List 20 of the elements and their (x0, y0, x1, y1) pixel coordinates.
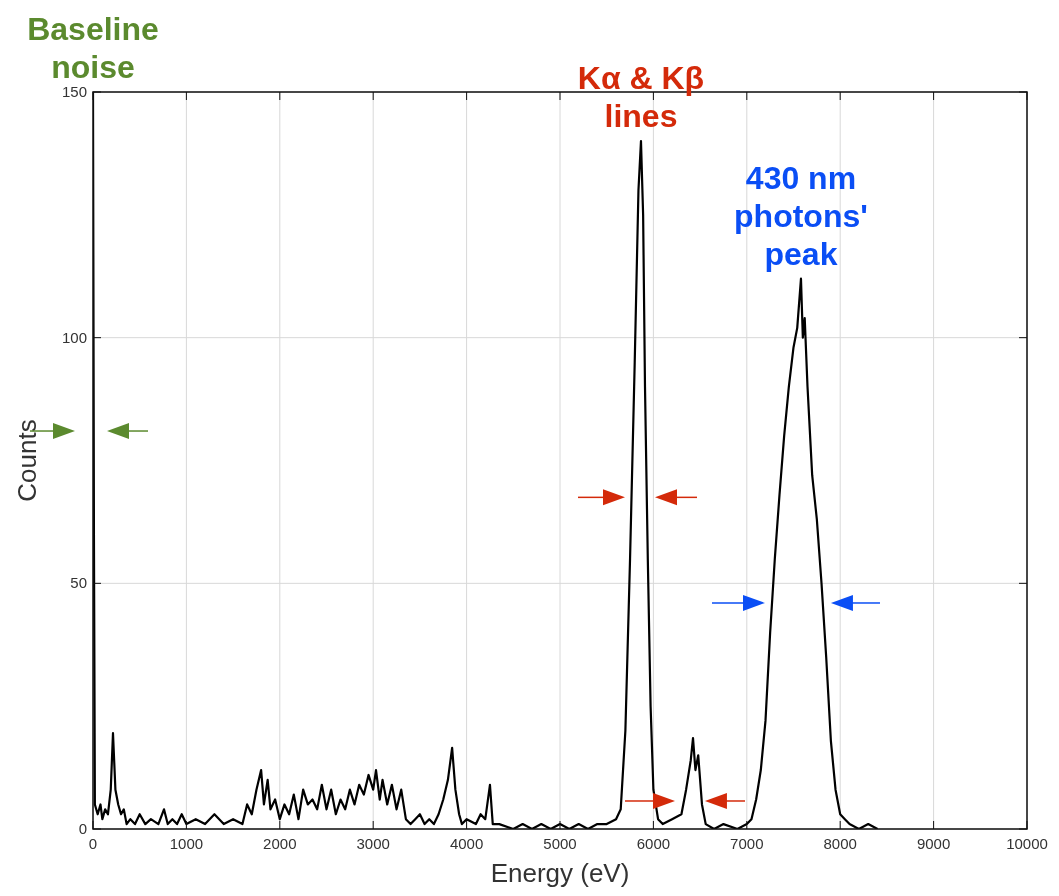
y-tick-label: 100 (61, 328, 87, 346)
y-axis-title: Counts (12, 419, 42, 502)
x-tick-label: 5000 (543, 835, 577, 852)
annotation: 430 nm photons' peak (734, 159, 868, 272)
x-tick-label: 1000 (169, 835, 204, 852)
y-tick-label: 150 (61, 83, 87, 100)
annotation: Baseline noise (27, 11, 159, 85)
y-tick-label: 50 (70, 574, 87, 592)
x-tick-label: 6000 (636, 835, 671, 852)
x-tick-label: 10000 (1006, 835, 1048, 852)
x-tick-label: 9000 (916, 835, 951, 852)
x-tick-label: 4000 (449, 835, 484, 852)
x-tick-label: 8000 (823, 835, 857, 852)
x-axis-title: Energy (eV) (490, 858, 630, 888)
x-tick-label: 7000 (730, 835, 764, 852)
x-tick-label: 3000 (356, 835, 390, 852)
annotation: Kα & Kβ lines (577, 60, 705, 135)
x-tick-label: 2000 (263, 835, 297, 852)
y-tick-label: 0 (78, 820, 87, 837)
x-tick-label: 0 (88, 835, 98, 852)
